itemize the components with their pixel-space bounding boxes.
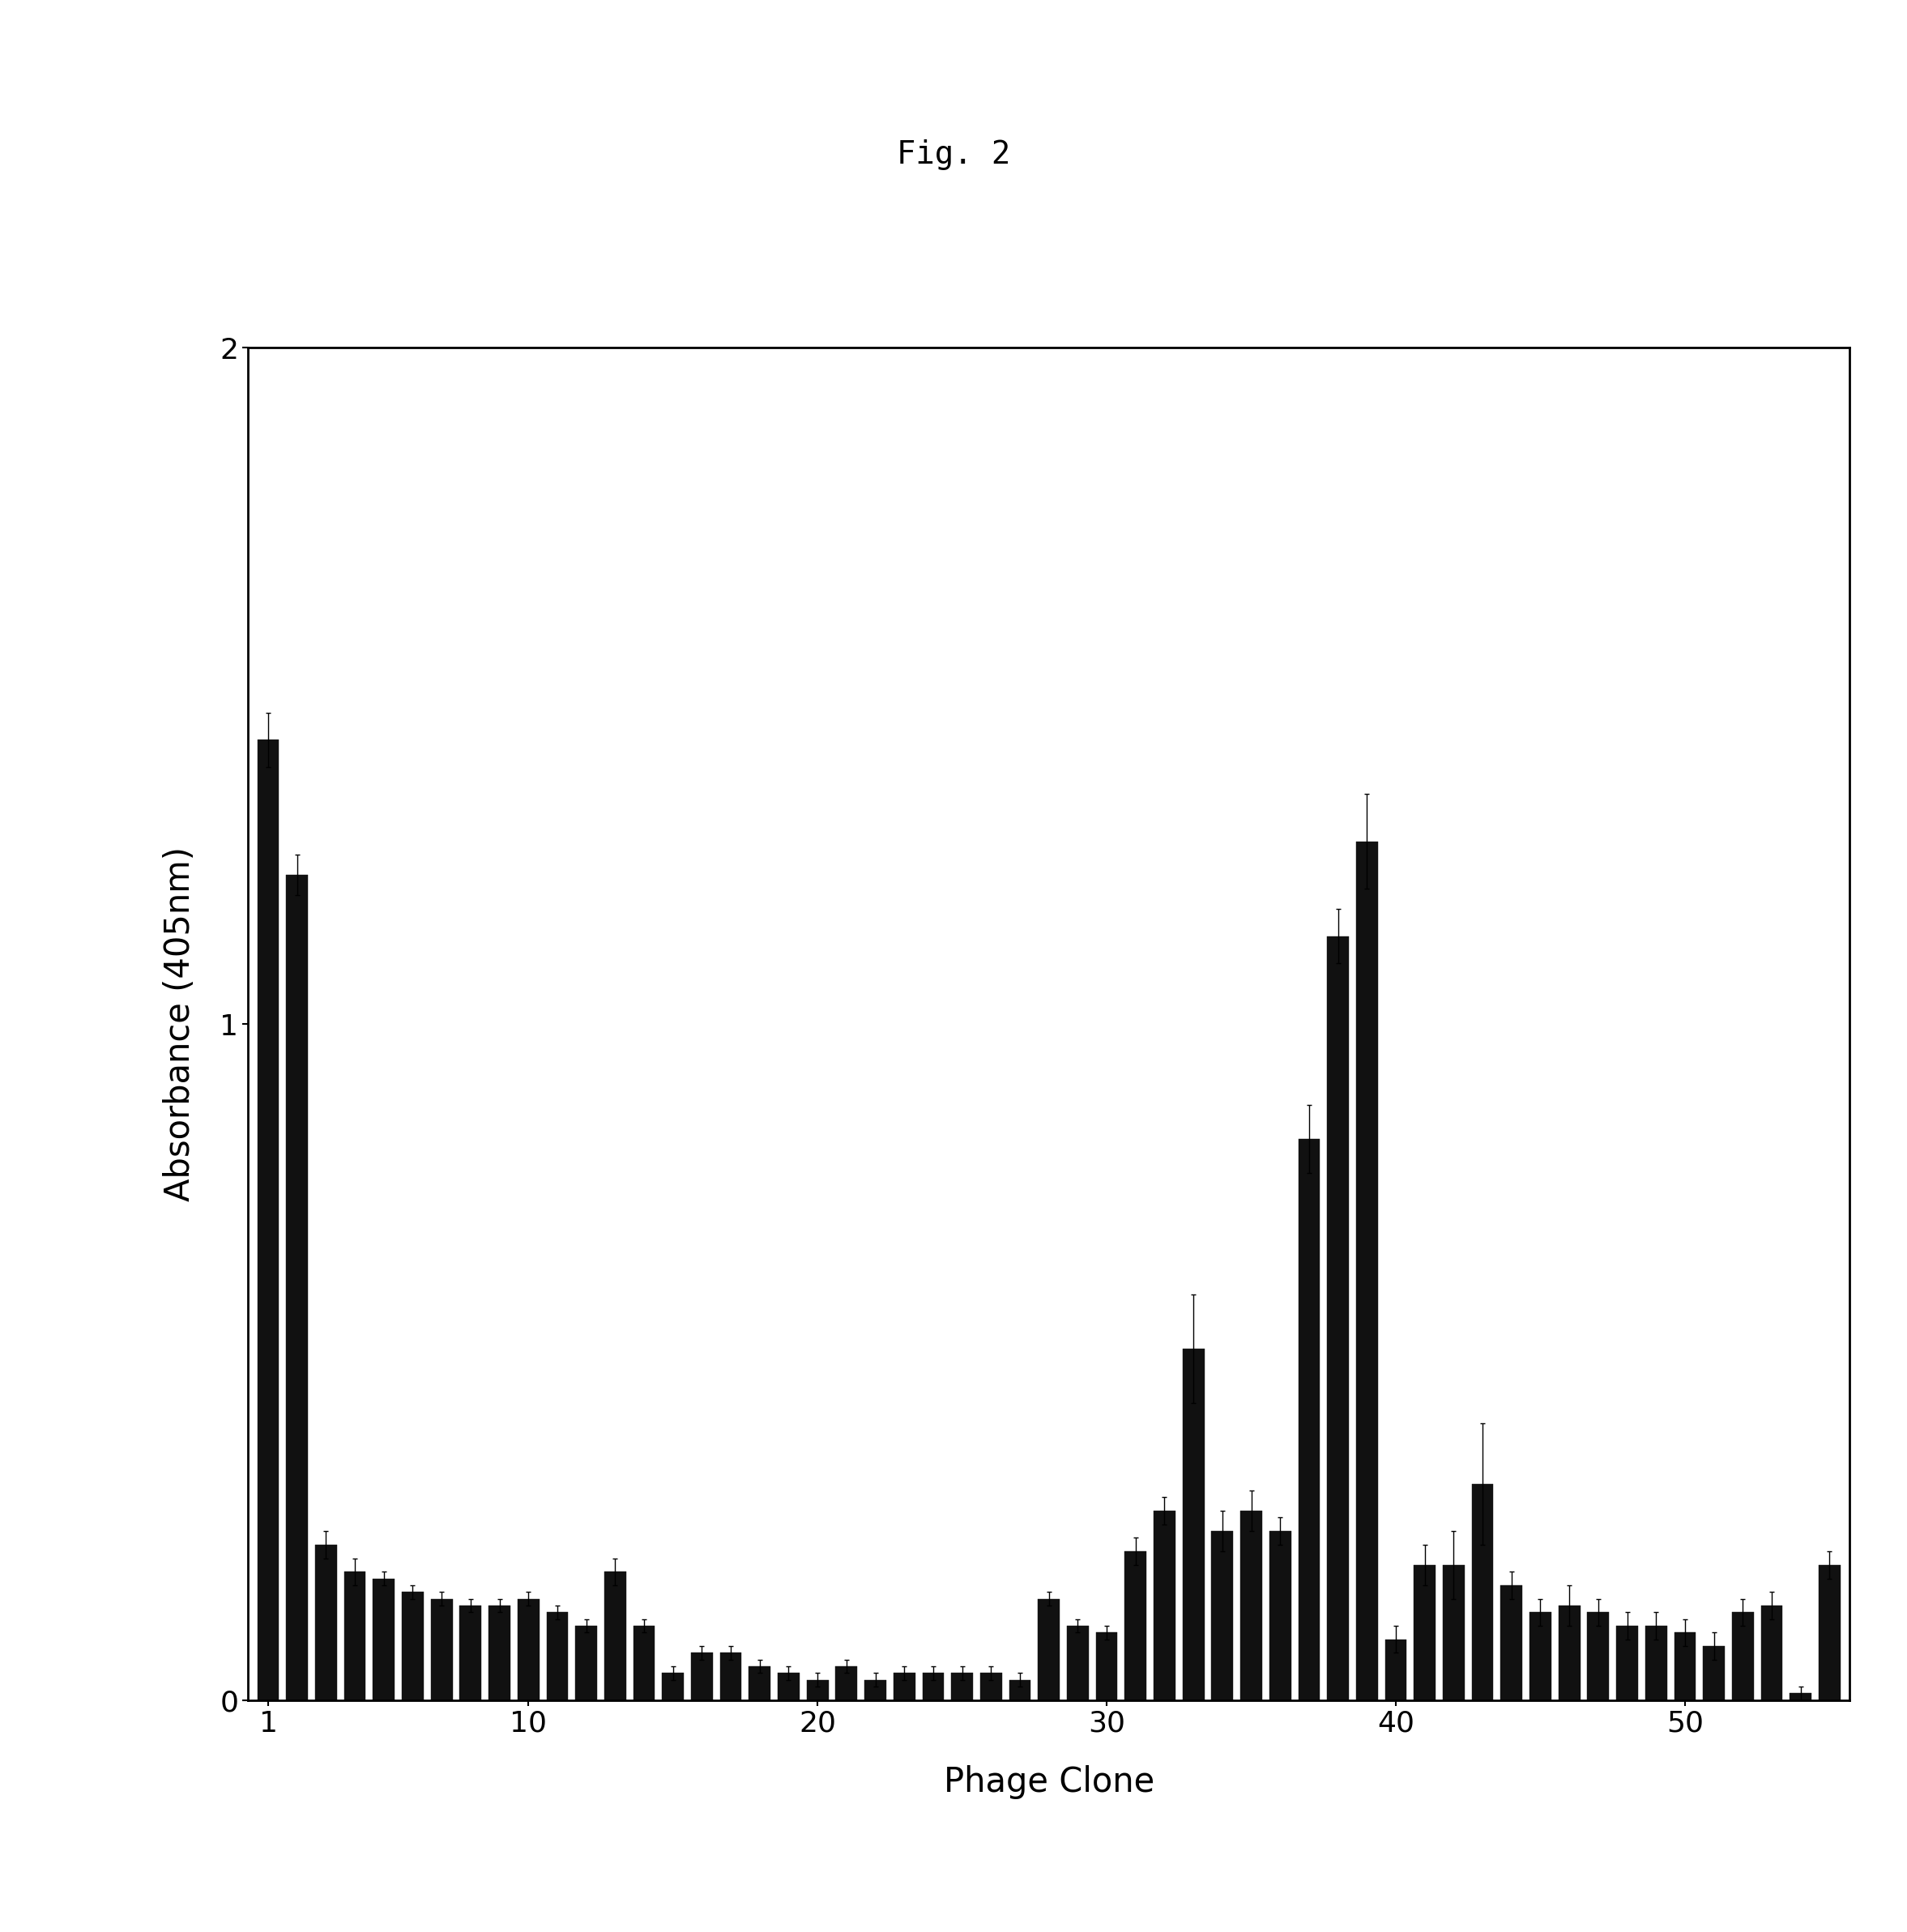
Bar [923, 1673, 944, 1700]
Bar [1097, 1633, 1118, 1700]
Bar [1501, 1584, 1522, 1700]
Bar [1444, 1565, 1465, 1700]
Bar [721, 1654, 742, 1700]
Bar [1558, 1605, 1581, 1700]
Bar [257, 740, 278, 1700]
Bar [980, 1673, 1001, 1700]
Bar [1791, 1692, 1812, 1700]
Text: Fig. 2: Fig. 2 [896, 139, 1011, 170]
Bar [431, 1600, 452, 1700]
Bar [460, 1605, 481, 1700]
Bar [517, 1600, 540, 1700]
Bar [576, 1627, 597, 1700]
Bar [1125, 1551, 1146, 1700]
Bar [1009, 1679, 1032, 1700]
Bar [1240, 1511, 1262, 1700]
Y-axis label: Absorbance (405nm): Absorbance (405nm) [164, 846, 196, 1202]
Bar [1066, 1627, 1089, 1700]
Bar [286, 875, 307, 1700]
Bar [778, 1673, 799, 1700]
Bar [1182, 1349, 1203, 1700]
Bar [547, 1611, 568, 1700]
Bar [488, 1605, 511, 1700]
Bar [894, 1673, 915, 1700]
Bar [1819, 1565, 1840, 1700]
Bar [1617, 1627, 1638, 1700]
Bar [1356, 842, 1377, 1700]
Bar [1384, 1638, 1407, 1700]
Bar [1529, 1611, 1550, 1700]
Bar [1674, 1633, 1695, 1700]
Bar [1299, 1140, 1320, 1700]
Bar [1270, 1530, 1291, 1700]
Bar [690, 1654, 713, 1700]
Bar [1760, 1605, 1783, 1700]
Bar [605, 1573, 625, 1700]
Bar [1327, 937, 1348, 1700]
Bar [952, 1673, 973, 1700]
Bar [749, 1665, 770, 1700]
Bar [1037, 1600, 1060, 1700]
Bar [662, 1673, 685, 1700]
Bar [633, 1627, 654, 1700]
Bar [1703, 1646, 1724, 1700]
Bar [1646, 1627, 1667, 1700]
Bar [315, 1546, 338, 1700]
Bar [402, 1592, 423, 1700]
Bar [1732, 1611, 1754, 1700]
Bar [835, 1665, 858, 1700]
Bar [374, 1578, 395, 1700]
Bar [864, 1679, 887, 1700]
Bar [343, 1573, 366, 1700]
Bar [807, 1679, 828, 1700]
Bar [1472, 1484, 1493, 1700]
Bar [1154, 1511, 1175, 1700]
Bar [1587, 1611, 1610, 1700]
X-axis label: Phage Clone: Phage Clone [944, 1766, 1154, 1799]
Bar [1211, 1530, 1234, 1700]
Bar [1413, 1565, 1436, 1700]
